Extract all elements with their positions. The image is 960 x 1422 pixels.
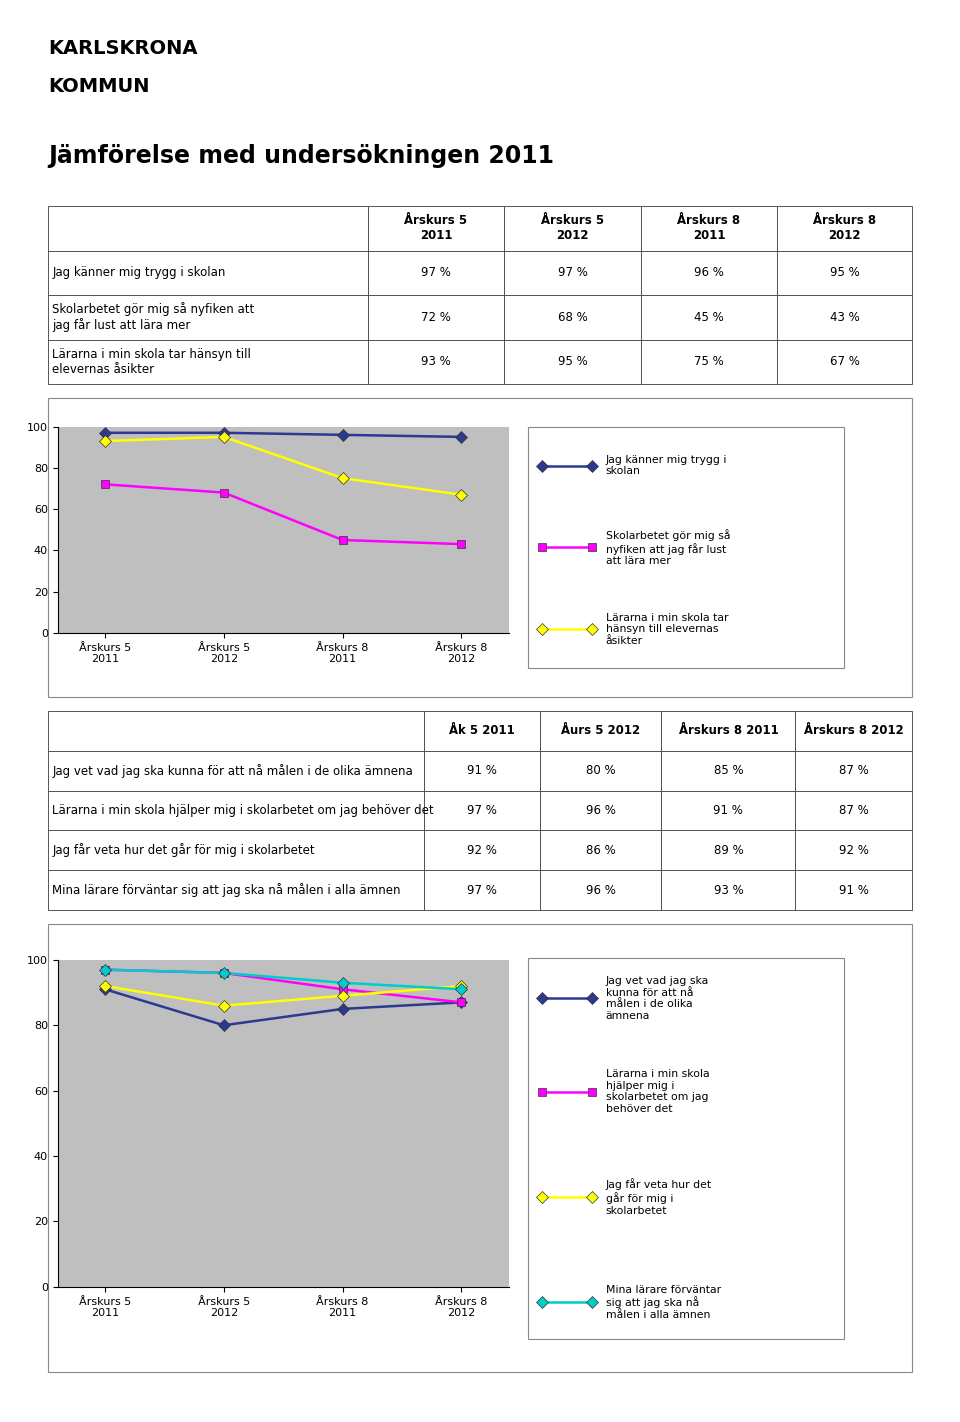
Bar <box>640 250 778 296</box>
Text: Årskurs 5
2012: Årskurs 5 2012 <box>540 215 604 242</box>
Text: Årskurs 8 2012: Årskurs 8 2012 <box>804 724 903 738</box>
Text: 97 %: 97 % <box>558 266 588 279</box>
Text: Jag känner mig trygg i
skolan: Jag känner mig trygg i skolan <box>606 455 727 476</box>
Bar <box>368 340 504 384</box>
Bar <box>640 340 778 384</box>
Text: 87 %: 87 % <box>839 764 869 778</box>
Text: KARLSKRONA: KARLSKRONA <box>48 38 198 58</box>
Text: 97 %: 97 % <box>421 266 451 279</box>
Bar <box>504 340 640 384</box>
Bar <box>661 751 795 791</box>
Text: 85 %: 85 % <box>713 764 743 778</box>
Text: Jag vet vad jag ska kunna för att nå målen i de olika ämnena: Jag vet vad jag ska kunna för att nå mål… <box>52 764 413 778</box>
Text: Årskurs 8
2012: Årskurs 8 2012 <box>813 215 876 242</box>
Bar <box>48 340 368 384</box>
Text: Årskurs 8
2011: Årskurs 8 2011 <box>678 215 740 242</box>
Text: Skolarbetet gör mig så nyfiken att
jag får lust att lära mer: Skolarbetet gör mig så nyfiken att jag f… <box>52 303 254 333</box>
Bar <box>540 711 661 751</box>
Text: 91 %: 91 % <box>839 883 869 897</box>
Text: Jag känner mig trygg i skolan: Jag känner mig trygg i skolan <box>52 266 226 279</box>
Text: 95 %: 95 % <box>829 266 859 279</box>
Text: 96 %: 96 % <box>694 266 724 279</box>
Bar <box>423 751 540 791</box>
Bar <box>661 711 795 751</box>
Text: Årskurs 8 2011: Årskurs 8 2011 <box>679 724 779 738</box>
Text: 96 %: 96 % <box>586 883 616 897</box>
Bar <box>795 711 912 751</box>
Text: 67 %: 67 % <box>829 356 859 368</box>
Text: Åk 5 2011: Åk 5 2011 <box>449 724 515 738</box>
Bar <box>661 791 795 830</box>
Text: 92 %: 92 % <box>839 843 869 857</box>
Text: 80 %: 80 % <box>587 764 615 778</box>
Text: Åurs 5 2012: Åurs 5 2012 <box>562 724 640 738</box>
Bar <box>795 751 912 791</box>
Text: Mina lärare förväntar sig att jag ska nå målen i alla ämnen: Mina lärare förväntar sig att jag ska nå… <box>52 883 401 897</box>
Bar <box>48 250 368 296</box>
Bar <box>661 830 795 870</box>
Bar <box>423 791 540 830</box>
Text: Lärarna i min skola hjälper mig i skolarbetet om jag behöver det: Lärarna i min skola hjälper mig i skolar… <box>52 803 434 818</box>
Bar <box>504 206 640 250</box>
Text: Skolarbetet gör mig så
nyfiken att jag får lust
att lära mer: Skolarbetet gör mig så nyfiken att jag f… <box>606 529 731 566</box>
Text: 72 %: 72 % <box>421 311 451 324</box>
Bar <box>48 296 368 340</box>
Bar <box>540 830 661 870</box>
Bar <box>778 250 912 296</box>
Text: 93 %: 93 % <box>713 883 743 897</box>
Text: 92 %: 92 % <box>468 843 497 857</box>
Text: 91 %: 91 % <box>468 764 497 778</box>
Bar <box>778 206 912 250</box>
Bar <box>368 250 504 296</box>
Bar <box>795 870 912 910</box>
Text: 95 %: 95 % <box>558 356 588 368</box>
Text: 43 %: 43 % <box>829 311 859 324</box>
Text: Årskurs 5
2011: Årskurs 5 2011 <box>404 215 468 242</box>
Bar <box>778 340 912 384</box>
Text: Lärarna i min skola
hjälper mig i
skolarbetet om jag
behöver det: Lärarna i min skola hjälper mig i skolar… <box>606 1069 709 1113</box>
Text: Mina lärare förväntar
sig att jag ska nå
målen i alla ämnen: Mina lärare förväntar sig att jag ska nå… <box>606 1284 721 1320</box>
Bar <box>48 751 423 791</box>
Bar <box>48 711 423 751</box>
Bar <box>423 870 540 910</box>
Text: 45 %: 45 % <box>694 311 724 324</box>
Text: 97 %: 97 % <box>468 883 497 897</box>
Text: Jag vet vad jag ska
kunna för att nå
målen i de olika
ämnena: Jag vet vad jag ska kunna för att nå mål… <box>606 975 709 1021</box>
Bar <box>368 206 504 250</box>
Text: 97 %: 97 % <box>468 803 497 818</box>
Text: 87 %: 87 % <box>839 803 869 818</box>
Text: 89 %: 89 % <box>713 843 743 857</box>
Bar <box>423 711 540 751</box>
Bar <box>48 870 423 910</box>
Bar <box>661 870 795 910</box>
Text: Lärarna i min skola tar
hänsyn till elevernas
åsikter: Lärarna i min skola tar hänsyn till elev… <box>606 613 729 646</box>
Text: Lärarna i min skola tar hänsyn till
elevernas åsikter: Lärarna i min skola tar hänsyn till elev… <box>52 348 252 375</box>
Bar <box>504 296 640 340</box>
Text: KOMMUN: KOMMUN <box>48 77 150 97</box>
Bar <box>795 830 912 870</box>
Text: 93 %: 93 % <box>421 356 451 368</box>
Text: Jämförelse med undersökningen 2011: Jämförelse med undersökningen 2011 <box>48 145 554 168</box>
Bar <box>48 791 423 830</box>
Bar <box>540 870 661 910</box>
Bar <box>778 296 912 340</box>
Bar <box>640 296 778 340</box>
Bar <box>795 791 912 830</box>
Bar <box>540 751 661 791</box>
Text: Jag får veta hur det
går för mig i
skolarbetet: Jag får veta hur det går för mig i skola… <box>606 1179 712 1216</box>
Bar <box>48 830 423 870</box>
Text: 86 %: 86 % <box>587 843 615 857</box>
Bar <box>504 250 640 296</box>
Bar <box>48 206 368 250</box>
Text: 96 %: 96 % <box>586 803 616 818</box>
Bar <box>423 830 540 870</box>
Bar <box>540 791 661 830</box>
Text: 68 %: 68 % <box>558 311 588 324</box>
Text: 91 %: 91 % <box>713 803 743 818</box>
Bar <box>368 296 504 340</box>
Text: 75 %: 75 % <box>694 356 724 368</box>
Text: Jag får veta hur det går för mig i skolarbetet: Jag får veta hur det går för mig i skola… <box>52 843 315 857</box>
Bar <box>640 206 778 250</box>
